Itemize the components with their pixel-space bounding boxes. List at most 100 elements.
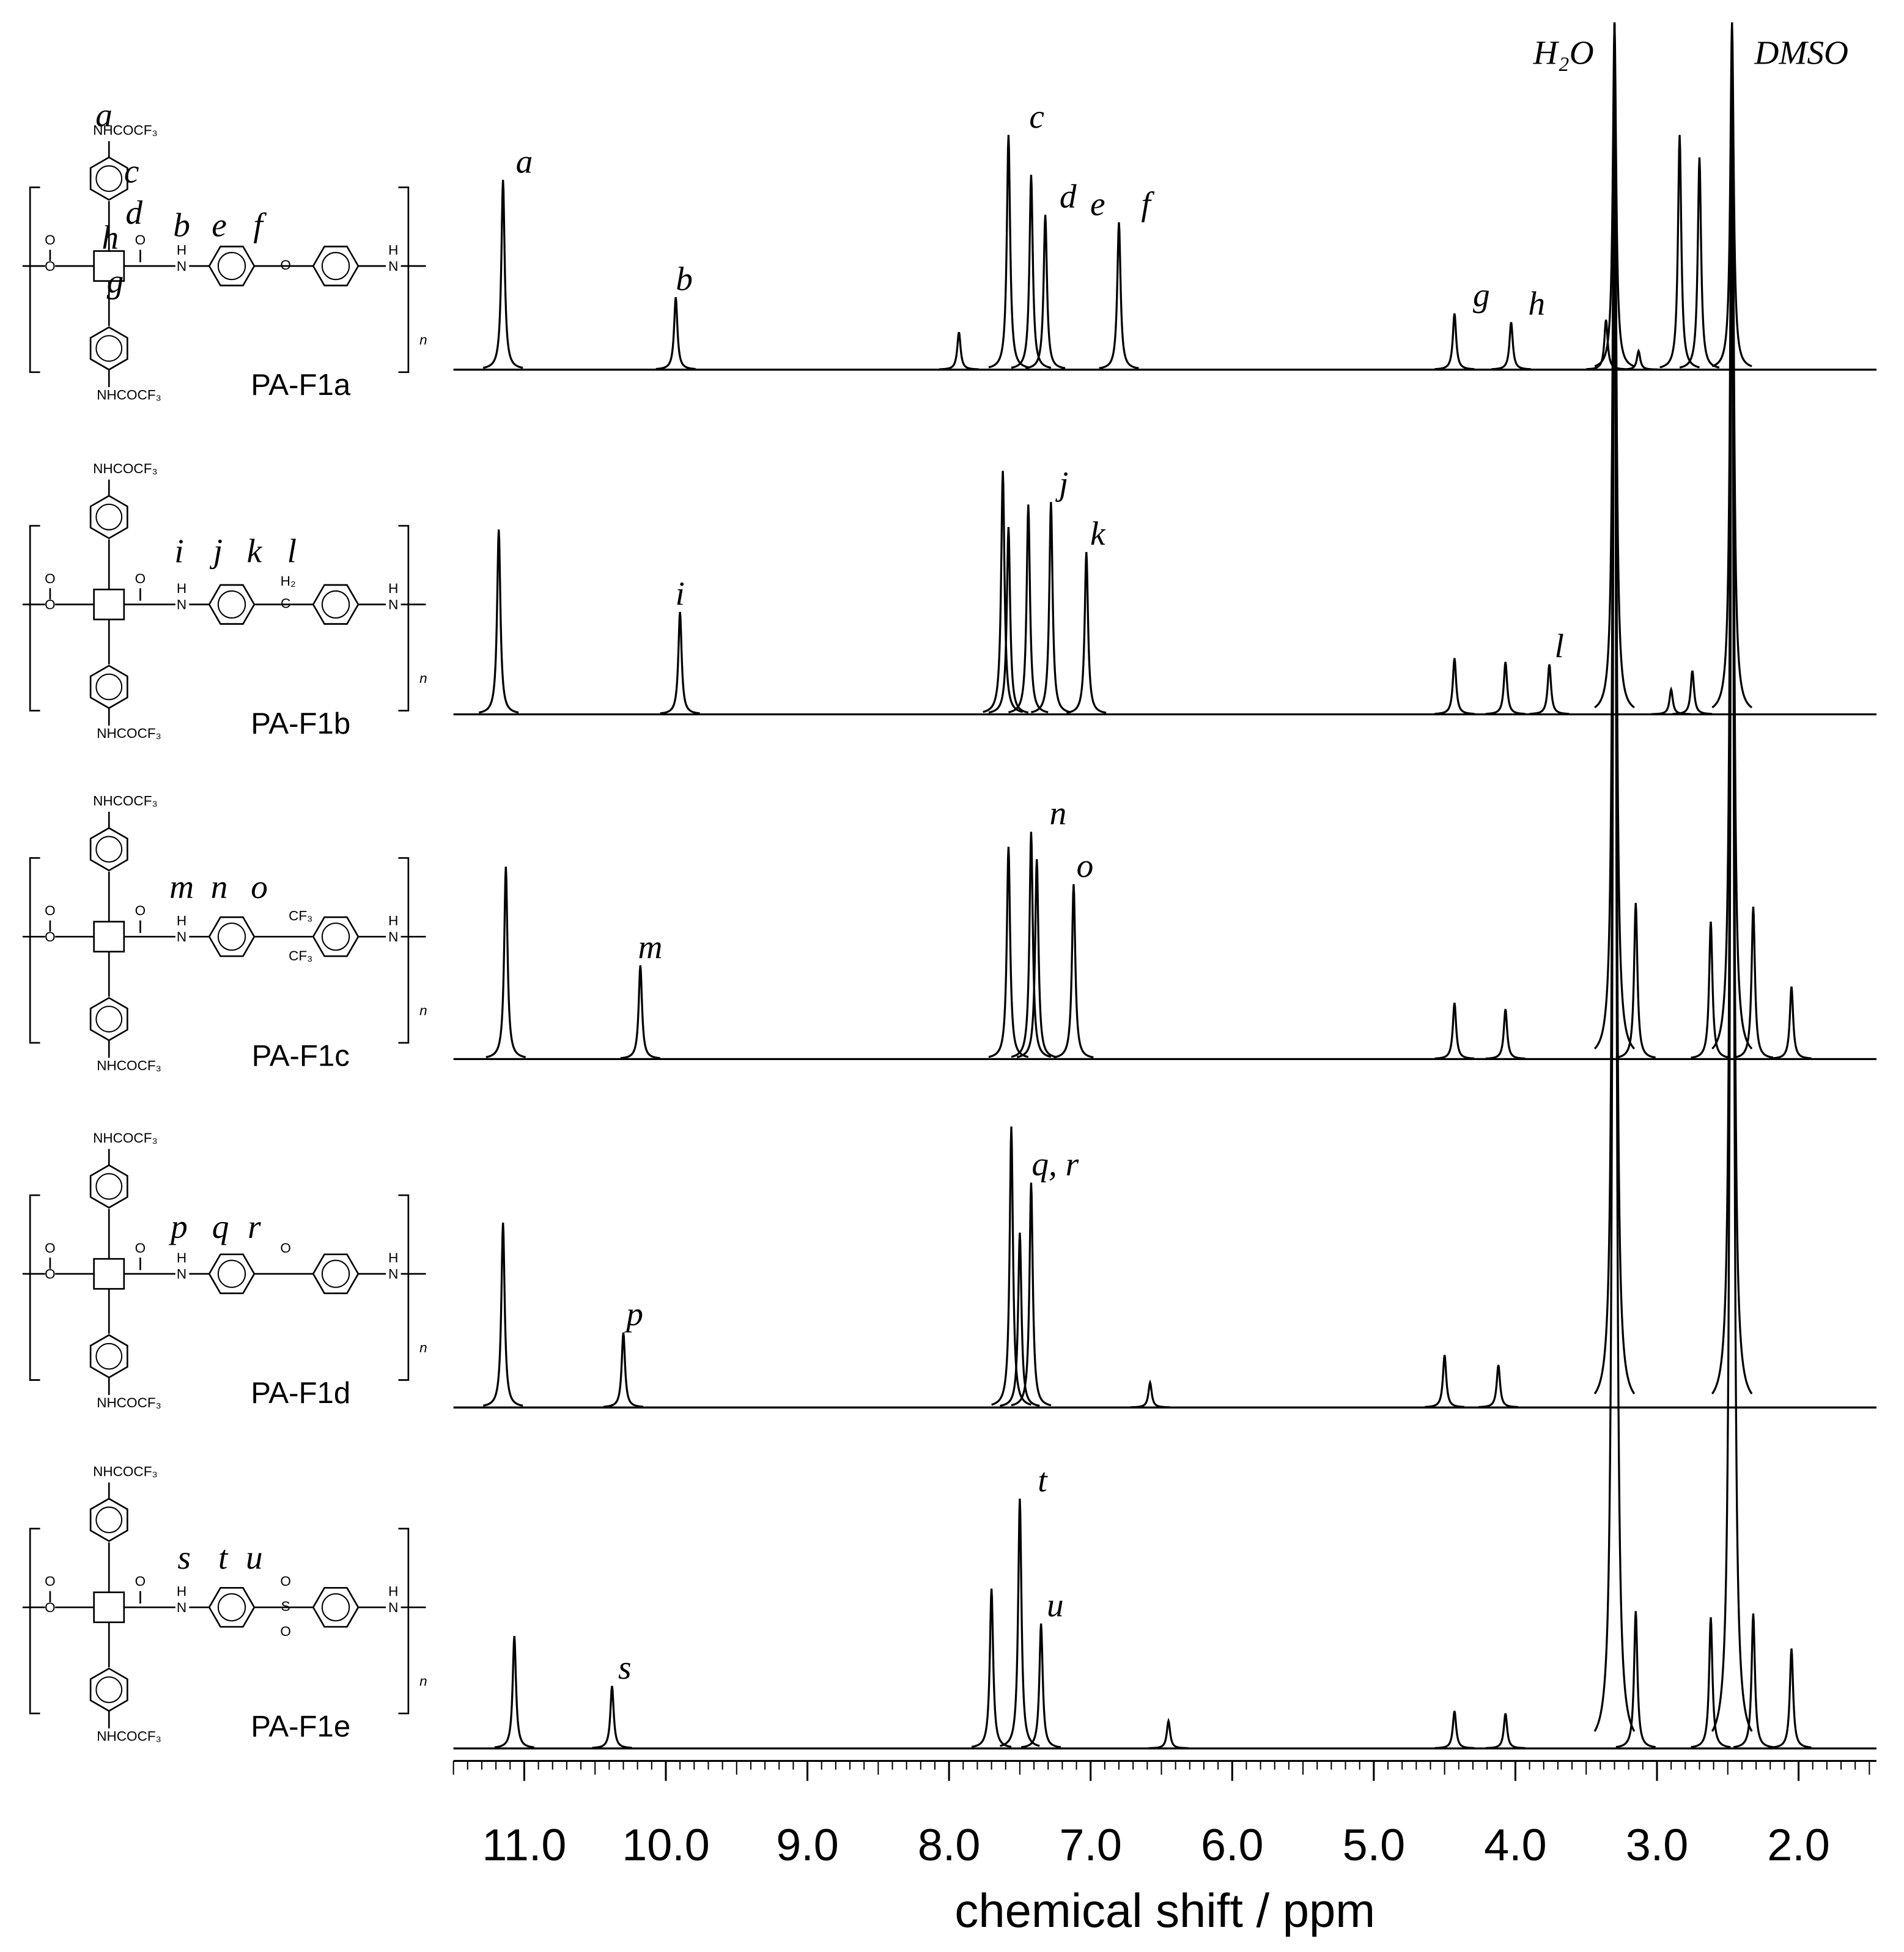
x-tick-label: 6.0 [1201,1819,1264,1870]
peak-label: i [675,575,684,612]
peak-label: s [618,1649,632,1686]
ring-circle [95,1506,123,1534]
peak [1025,215,1066,369]
ring-circle [95,1173,123,1200]
peak [939,332,979,370]
atom-label: t [218,1539,229,1576]
atom-label: d [125,194,142,231]
peak [660,611,700,715]
peak [1593,22,1636,1732]
benzene-ring [312,1253,360,1294]
peak-label: j [1055,465,1068,502]
bracket [29,1528,40,1715]
benzene-ring [208,1586,256,1628]
structure-text: NHCOCF₃ [93,793,158,808]
structure-text: NHCOCF₃ [97,1729,161,1744]
structure-text: O [45,1600,56,1615]
peak [1021,1623,1061,1748]
structure-text: O [45,1574,56,1589]
peak [482,1222,523,1407]
structure-text: N [388,1600,398,1615]
solvent-label: DMSO [1754,34,1848,72]
ring-circle [217,1259,246,1288]
peak [1491,322,1531,370]
peak [1478,1365,1519,1409]
structure-text: n [419,1674,427,1689]
bracket [398,857,410,1044]
polymer-name: PA-F1e [251,1710,350,1743]
peak [1016,859,1057,1058]
ring-circle [217,923,246,951]
structure-text: NHCOCF₃ [93,122,158,138]
structure-text: NHCOCF₃ [97,1395,161,1410]
bracket [29,857,40,1044]
peak [1011,831,1052,1058]
peak [479,529,519,714]
peak [1651,686,1691,715]
peak [1691,921,1731,1059]
structure-text: NHCOCF₃ [97,1058,161,1074]
peak [1066,551,1107,714]
structure-text: n [419,333,427,348]
ring-circle [95,1342,123,1370]
solvent-label: H₂O [1533,34,1594,72]
peak [655,297,696,370]
ring-circle [95,1006,123,1033]
x-tick-label: 7.0 [1059,1819,1122,1870]
peak [1771,1648,1812,1749]
benzene-ring [312,916,360,957]
x-tick-label: 3.0 [1626,1819,1689,1870]
structure-text: N [177,1600,186,1615]
bracket [398,1194,410,1381]
ring-circle [95,503,123,531]
atom-label: b [173,207,190,244]
x-tick-label: 10.0 [622,1819,710,1870]
benzene-ring [89,996,128,1042]
ring-circle [217,1593,246,1622]
atom-label: q [212,1208,229,1245]
peak [1000,1498,1040,1747]
benzene-ring [208,1253,256,1294]
atom-label: a [95,97,113,134]
peak [1615,902,1656,1059]
structure-text: O [280,1574,291,1589]
benzene-ring [208,584,256,625]
ring-circle [321,252,350,281]
ring-circle [95,1676,123,1703]
x-axis-label: chemical shift / ppm [954,1885,1375,1937]
x-tick-label: 8.0 [918,1819,981,1870]
peak [1672,670,1713,715]
structure-text: NHCOCF₃ [97,388,161,403]
atom-label: e [212,207,227,244]
x-tick-label: 11.0 [482,1819,566,1870]
atom-label: n [211,868,228,905]
cyclobutane [93,588,125,621]
atom-label: f [253,207,267,244]
atom-label: g [107,262,124,300]
peak [1053,884,1094,1059]
atom-label: m [169,868,194,905]
peak [971,1588,1012,1748]
structure-text: O [45,259,56,274]
peak-label: t [1038,1462,1048,1499]
structure-text: N [388,929,398,945]
cyclobutane [93,1258,125,1290]
structure-text: H [388,913,398,929]
peak [1031,502,1071,713]
peak-label: b [676,260,693,297]
polymer-name: PA-F1d [251,1377,350,1410]
peak [983,471,1023,713]
structure-text: CF₃ [289,908,312,923]
cyclobutane [93,921,125,952]
peak [1008,504,1049,713]
ring-circle [95,335,123,362]
polymer-name: PA-F1b [251,707,350,740]
peak [603,1332,644,1408]
atom-label: i [174,532,183,570]
peak [1425,1355,1465,1409]
structure-text: O [280,1624,291,1639]
structure-text: N [177,929,186,945]
structure-text: n [419,1003,427,1018]
structure-text: O [135,1240,146,1256]
